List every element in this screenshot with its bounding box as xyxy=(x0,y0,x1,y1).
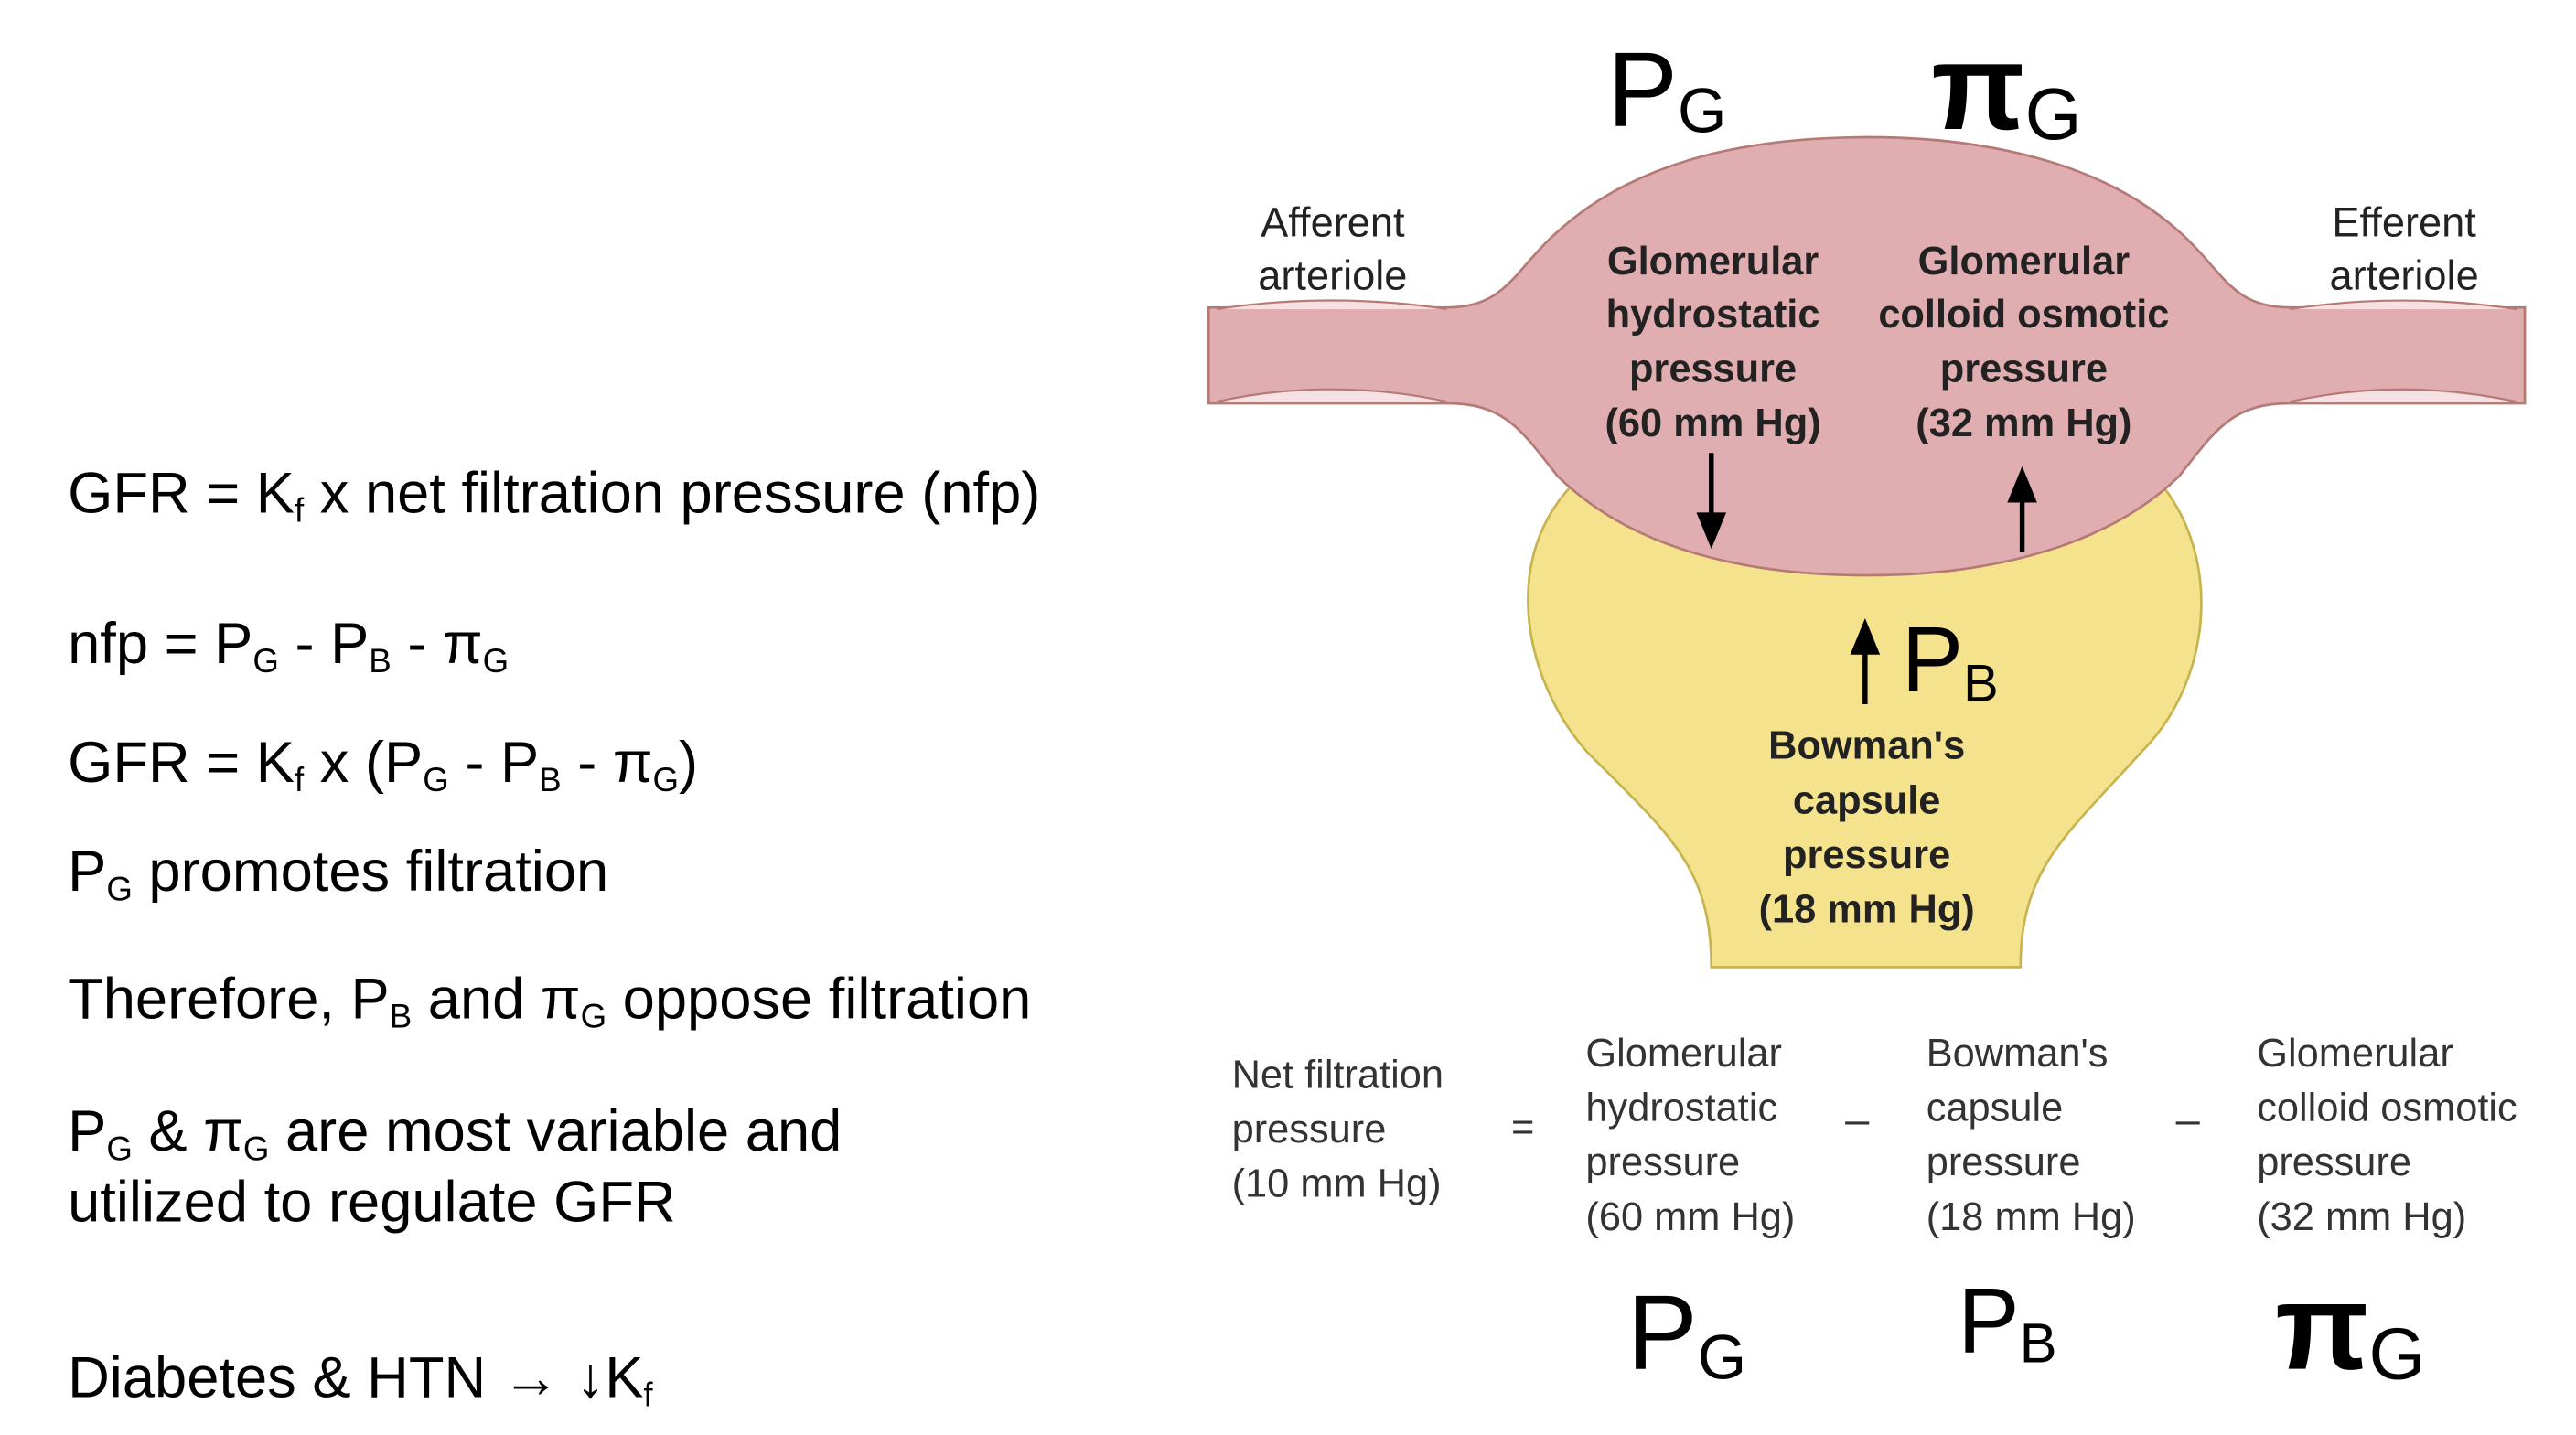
svg-text:arteriole: arteriole xyxy=(2330,252,2479,298)
svg-text:hydrostatic: hydrostatic xyxy=(1585,1086,1777,1130)
svg-text:Glomerular: Glomerular xyxy=(1918,240,2131,284)
svg-text:capsule: capsule xyxy=(1793,778,1941,822)
formula-term-bowman: Bowman's capsule pressure (18 mm Hg) xyxy=(1927,1032,2136,1239)
eq-pg-promotes: PG promotes filtration xyxy=(68,840,609,909)
svg-text:(18 mm Hg): (18 mm Hg) xyxy=(1927,1195,2136,1239)
eq-variable: PG & πG are most variable and utilized to… xyxy=(68,1098,843,1235)
svg-text:hydrostatic: hydrostatic xyxy=(1606,293,1820,337)
svg-text:Net filtration: Net filtration xyxy=(1232,1053,1444,1097)
svg-text:pressure: pressure xyxy=(1585,1141,1740,1184)
svg-text:pressure: pressure xyxy=(1940,348,2108,391)
symbol-pb-mid: PB xyxy=(1902,608,1999,713)
svg-text:Efferent: Efferent xyxy=(2332,198,2476,245)
symbol-pg-bottom: PG xyxy=(1627,1273,1747,1393)
symbol-pig-top: πG xyxy=(1931,19,2081,155)
symbol-pg-top: PG xyxy=(1607,29,1727,148)
eq-nfp-definition: nfp = PG - PB - πG xyxy=(68,611,510,681)
up-arrow-icon xyxy=(2007,466,2037,552)
svg-text:capsule: capsule xyxy=(1927,1086,2064,1130)
efferent-lumen-bottom xyxy=(2290,388,2517,403)
efferent-arteriole-label: Efferent arteriole xyxy=(2330,198,2479,298)
svg-text:(32 mm Hg): (32 mm Hg) xyxy=(2257,1195,2466,1239)
svg-text:Glomerular: Glomerular xyxy=(1585,1032,1782,1076)
formula-equals: = xyxy=(1511,1106,1534,1150)
eq-oppose: Therefore, PB and πG oppose filtration xyxy=(68,967,1032,1036)
bowmans-capsule-label: Bowman's capsule pressure (18 mm Hg) xyxy=(1759,724,1975,932)
svg-text:pressure: pressure xyxy=(1927,1141,2081,1184)
svg-text:(32 mm Hg): (32 mm Hg) xyxy=(1916,402,2131,445)
svg-text:pressure: pressure xyxy=(2257,1141,2411,1184)
svg-text:(60 mm Hg): (60 mm Hg) xyxy=(1605,402,1820,445)
efferent-lumen-top xyxy=(2290,299,2517,311)
svg-text:Bowman's: Bowman's xyxy=(1927,1032,2109,1076)
svg-text:arteriole: arteriole xyxy=(1258,252,1407,298)
eq-gfr-expanded: GFR = Kf x (PG - PB - πG) xyxy=(68,730,699,800)
eq-gfr-definition: GFR = Kf x net filtration pressure (nfp) xyxy=(68,461,1041,530)
symbol-pig-bottom: πG xyxy=(2275,1259,2425,1396)
formula-term-colloid: Glomerular colloid osmotic pressure (32 … xyxy=(2257,1032,2517,1239)
svg-text:Bowman's: Bowman's xyxy=(1768,724,1965,768)
afferent-lumen-top xyxy=(1217,299,1447,311)
afferent-arteriole-label: Afferent arteriole xyxy=(1258,198,1407,298)
svg-text:(10 mm Hg): (10 mm Hg) xyxy=(1232,1162,1442,1206)
svg-text:(18 mm Hg): (18 mm Hg) xyxy=(1759,888,1975,932)
down-arrow-icon xyxy=(1696,453,1727,550)
svg-text:pressure: pressure xyxy=(1232,1108,1387,1151)
svg-text:colloid osmotic: colloid osmotic xyxy=(2257,1086,2517,1130)
svg-text:Glomerular: Glomerular xyxy=(1607,240,1819,284)
bowmans-capsule xyxy=(1527,469,2203,969)
formula-minus-1: – xyxy=(1845,1095,1870,1143)
formula-term-hydrostatic: Glomerular hydrostatic pressure (60 mm H… xyxy=(1585,1032,1795,1239)
up-arrow-bowman-icon xyxy=(1850,618,1881,704)
svg-text:Glomerular: Glomerular xyxy=(2257,1032,2453,1076)
eq-diabetes: Diabetes & HTN → ↓Kf xyxy=(68,1345,653,1415)
svg-text:pressure: pressure xyxy=(1783,833,1950,877)
afferent-lumen-bottom xyxy=(1217,388,1447,403)
formula-nfp: Net filtration pressure (10 mm Hg) xyxy=(1232,1053,1444,1205)
glomerular-hydrostatic-label: Glomerular hydrostatic pressure (60 mm H… xyxy=(1605,240,1820,445)
symbol-pb-bottom: PB xyxy=(1958,1269,2057,1376)
svg-text:pressure: pressure xyxy=(1629,348,1797,391)
svg-text:Afferent: Afferent xyxy=(1261,198,1405,245)
svg-text:colloid osmotic: colloid osmotic xyxy=(1878,293,2169,337)
glomerular-colloid-label: Glomerular colloid osmotic pressure (32 … xyxy=(1878,240,2169,445)
formula-minus-2: – xyxy=(2176,1095,2201,1143)
svg-text:(60 mm Hg): (60 mm Hg) xyxy=(1585,1195,1795,1239)
glomerular-capillary xyxy=(1207,135,2527,577)
